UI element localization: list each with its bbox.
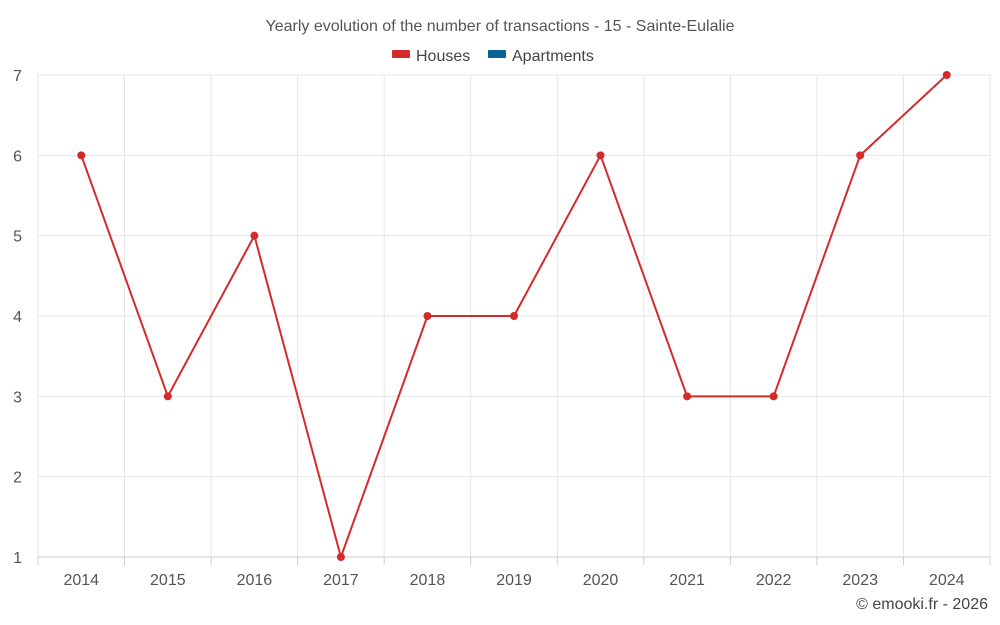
x-tick-label-2017: 2017 <box>323 572 359 589</box>
y-tick-label-3: 3 <box>13 389 22 406</box>
data-point-houses-2017[interactable] <box>336 553 345 561</box>
y-tick-label-4: 4 <box>13 309 22 326</box>
y-tick-label-6: 6 <box>13 148 22 165</box>
x-tick-label-2022: 2022 <box>756 572 792 589</box>
data-point-houses-2022[interactable] <box>769 392 778 401</box>
x-tick-label-2016: 2016 <box>237 572 273 589</box>
data-point-houses-2021[interactable] <box>683 392 692 401</box>
legend-swatch-houses <box>392 50 410 58</box>
chart-title: Yearly evolution of the number of transa… <box>265 18 734 35</box>
data-point-houses-2016[interactable] <box>250 231 259 240</box>
data-point-houses-2020[interactable] <box>596 151 605 160</box>
legend-item-houses[interactable]: Houses <box>392 48 470 65</box>
data-point-houses-2024[interactable] <box>942 71 951 79</box>
x-tick-label-2021: 2021 <box>669 572 705 589</box>
y-tick-label-1: 1 <box>13 550 22 567</box>
axes <box>37 556 991 565</box>
x-tick-label-2014: 2014 <box>63 572 99 589</box>
series-houses <box>77 71 951 561</box>
data-point-houses-2023[interactable] <box>856 151 865 160</box>
x-tick-label-2015: 2015 <box>150 572 186 589</box>
data-point-houses-2014[interactable] <box>77 151 86 160</box>
data-point-houses-2015[interactable] <box>163 392 172 401</box>
y-tick-label-2: 2 <box>13 470 22 487</box>
x-tick-label-2024: 2024 <box>929 572 965 589</box>
y-tick-label-7: 7 <box>13 68 22 85</box>
legend-swatch-apartments <box>488 50 506 58</box>
x-axis-ticks: 2014 2015 2016 2017 2018 2019 2020 2021 2022 2023… <box>63 572 964 589</box>
legend-label-apartments: Apartments <box>512 48 594 65</box>
x-tick-label-2019: 2019 <box>496 572 532 589</box>
credit-text: © emooki.fr - 2026 <box>856 596 988 613</box>
y-axis-ticks: 1 2 3 4 5 6 7 <box>13 68 22 567</box>
data-point-houses-2018[interactable] <box>423 312 432 320</box>
y-tick-label-5: 5 <box>13 229 22 246</box>
legend-item-apartments[interactable]: Apartments <box>488 48 594 65</box>
data-point-houses-2019[interactable] <box>510 312 518 320</box>
x-tick-label-2020: 2020 <box>583 572 619 589</box>
x-tick-label-2023: 2023 <box>842 572 878 589</box>
legend: Houses Apartments <box>392 48 594 65</box>
x-tick-label-2018: 2018 <box>410 572 446 589</box>
legend-label-houses: Houses <box>416 48 470 65</box>
